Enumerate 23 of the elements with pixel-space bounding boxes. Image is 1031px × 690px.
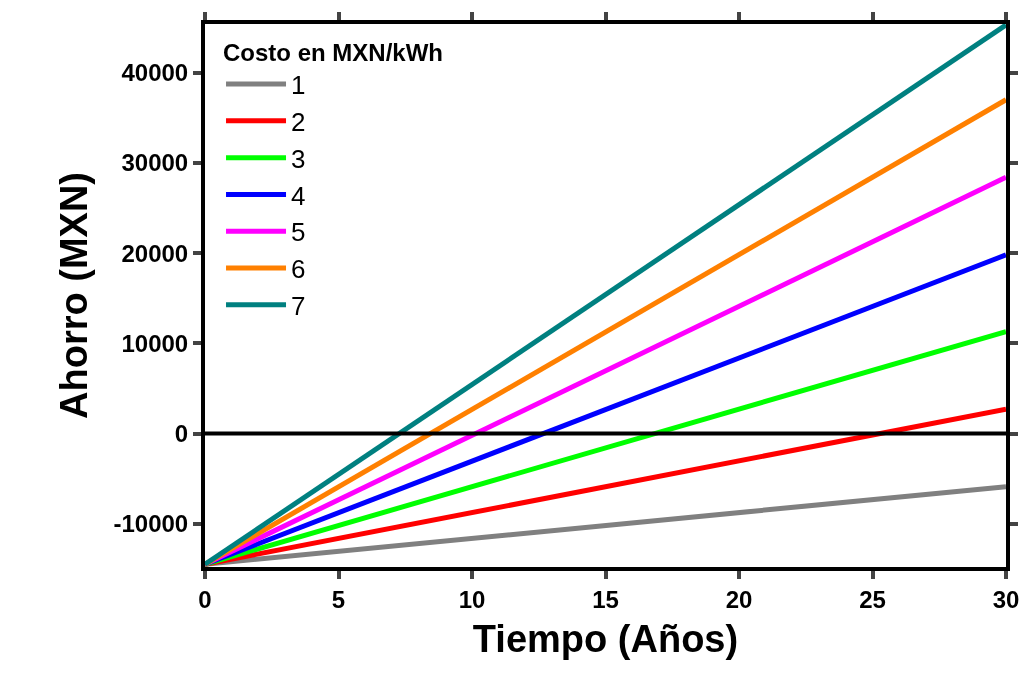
legend-label: 7 — [291, 290, 306, 321]
x-tick-label: 20 — [725, 585, 753, 613]
legend-label: 6 — [291, 254, 306, 285]
x-tick-label: 25 — [859, 585, 886, 613]
x-tick-label: 15 — [592, 585, 619, 613]
y-tick-label: 20000 — [121, 239, 189, 267]
x-tick-label: 5 — [331, 585, 346, 613]
x-tick-label: 10 — [458, 585, 486, 613]
y-tick-label: 40000 — [121, 59, 189, 87]
x-axis-title: Tiempo (Años) — [472, 618, 739, 661]
legend-label: 5 — [291, 217, 306, 248]
legend-title: Costo en MXN/kWh — [223, 38, 444, 66]
x-tick-label: 0 — [198, 585, 212, 613]
y-tick-label: 10000 — [121, 329, 189, 357]
y-axis-title: Ahorro (MXN) — [53, 172, 96, 419]
x-tick-label: 30 — [992, 585, 1020, 613]
y-tick-label: -10000 — [113, 510, 189, 538]
legend-label: 2 — [291, 106, 306, 137]
y-tick-label: 0 — [174, 419, 189, 447]
y-tick-label: 30000 — [121, 149, 189, 177]
legend-label: 1 — [291, 70, 306, 101]
legend-label: 4 — [291, 180, 306, 211]
legend-label: 3 — [291, 143, 306, 174]
